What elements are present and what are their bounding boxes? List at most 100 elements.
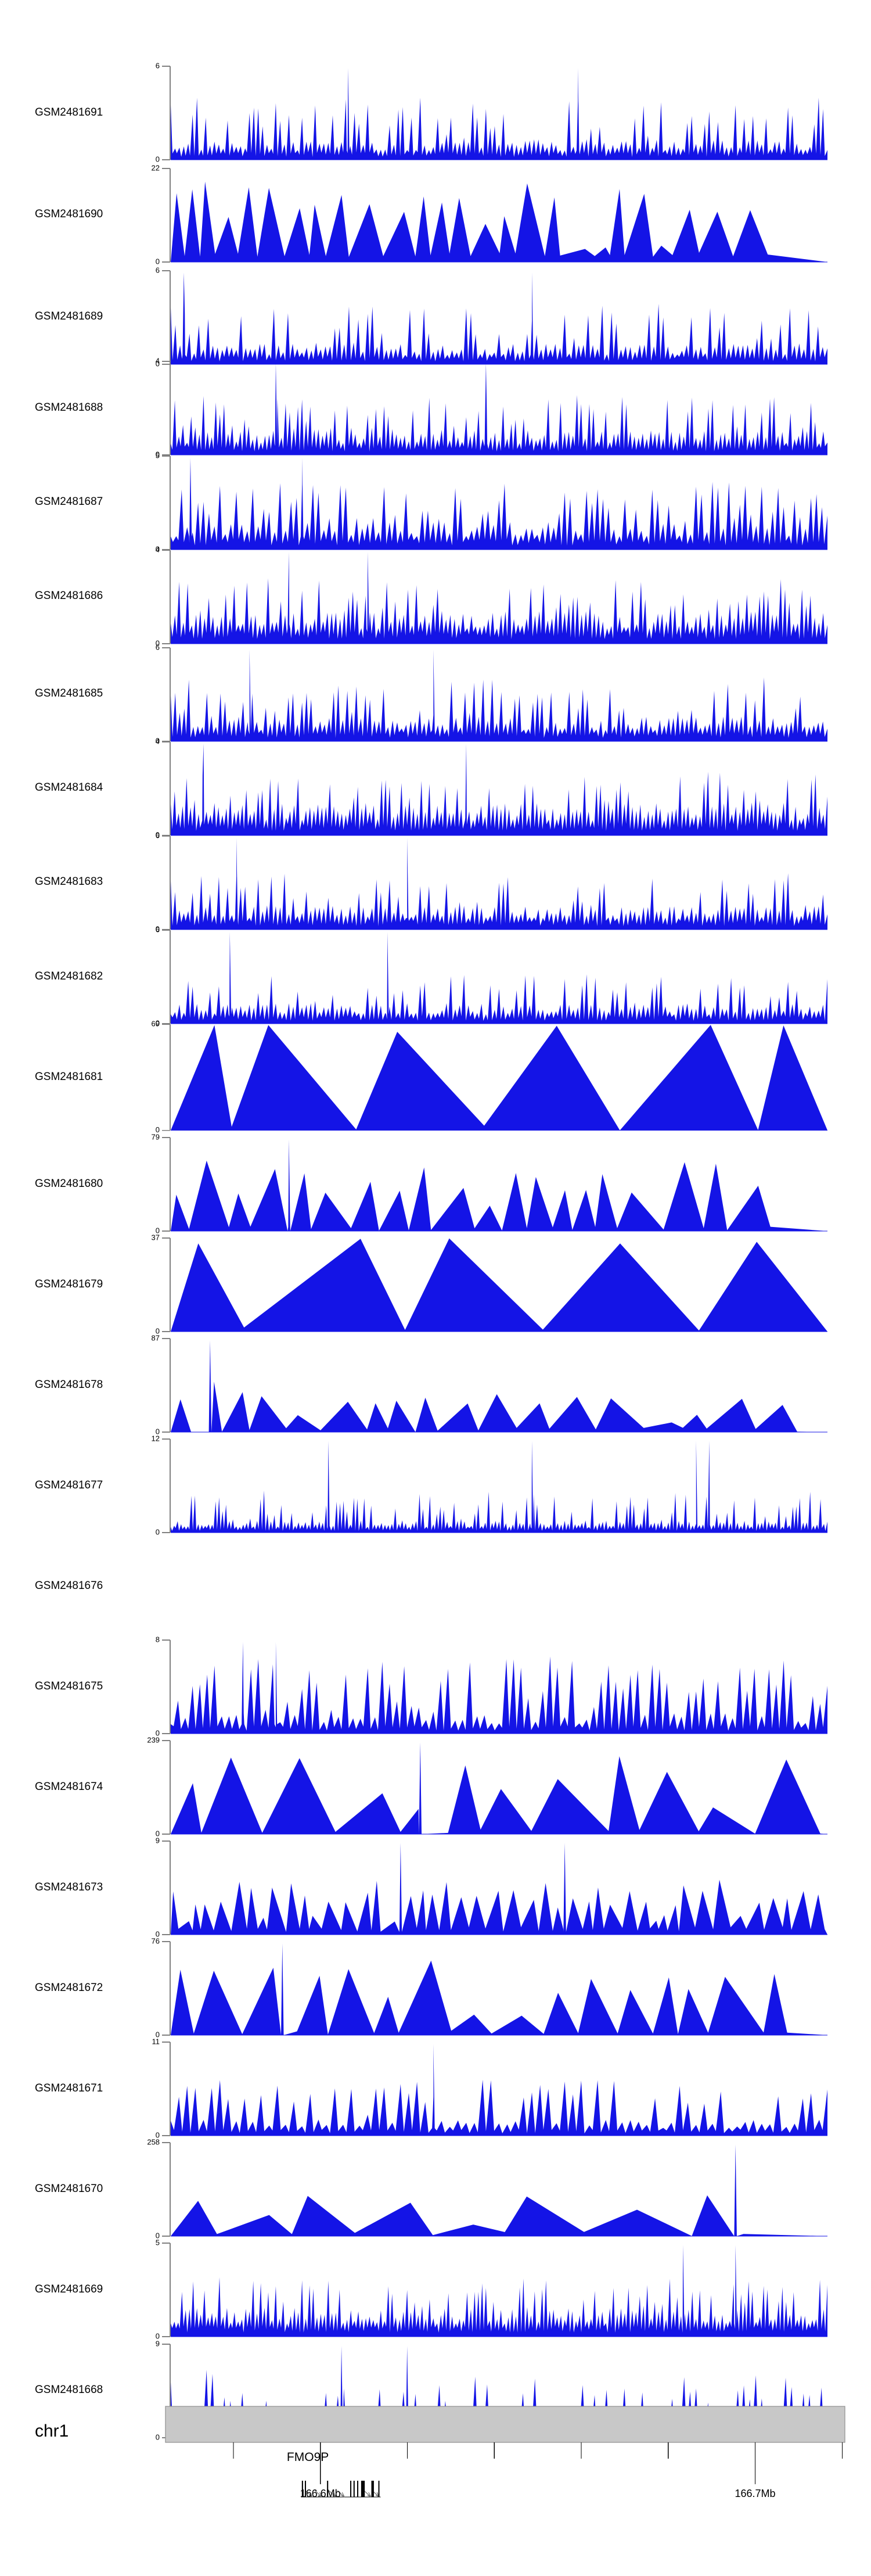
svg-text:239: 239	[147, 1736, 160, 1745]
svg-text:0: 0	[156, 638, 160, 647]
coverage-area	[171, 1238, 827, 1332]
svg-text:0: 0	[156, 924, 160, 933]
track-plot-area[interactable]: 22 0	[152, 163, 827, 266]
chromosome-label: chr1	[35, 2421, 69, 2441]
svg-text:0: 0	[156, 544, 160, 553]
coverage-area	[171, 1742, 827, 1835]
track-label: GSM2481676	[35, 1579, 103, 1592]
svg-text:0: 0	[156, 1327, 160, 1336]
coverage-track[interactable]: GSM2481681 69 0	[0, 1020, 871, 1135]
coverage-track[interactable]: GSM2481677 12 0	[0, 1434, 871, 1537]
track-label: GSM2481681	[35, 1070, 103, 1083]
coverage-track[interactable]: GSM2481682 6 0	[0, 925, 871, 1028]
coverage-svg: 79 0	[152, 1133, 827, 1235]
coverage-track[interactable]: GSM2481691 6 0	[0, 62, 871, 164]
svg-text:22: 22	[152, 163, 160, 172]
gene-exon	[378, 2480, 380, 2497]
track-plot-area[interactable]: 12 0	[152, 1434, 827, 1537]
track-label: GSM2481668	[35, 2384, 103, 2396]
coverage-track[interactable]: GSM2481674 239 0	[0, 1736, 871, 1838]
coverage-track[interactable]: GSM2481678 87 0	[0, 1334, 871, 1436]
coverage-track[interactable]: GSM2481672 76 0	[0, 1937, 871, 2039]
coverage-svg: 258 0	[147, 2138, 827, 2240]
gene-exon	[301, 2480, 303, 2497]
svg-text:258: 258	[147, 2138, 160, 2147]
gene-exon	[353, 2480, 355, 2497]
coverage-area	[171, 649, 827, 741]
coverage-track[interactable]: GSM2481673 9 0	[0, 1836, 871, 1939]
svg-text:0: 0	[156, 1019, 160, 1028]
track-plot-area[interactable]: 258 0	[147, 2138, 827, 2240]
track-label: GSM2481687	[35, 496, 103, 508]
track-plot-area[interactable]	[165, 1536, 827, 1637]
strand-arrow-icon	[305, 2490, 313, 2498]
coverage-track[interactable]: GSM2481680 79 0	[0, 1133, 871, 1235]
svg-text:6: 6	[156, 266, 160, 274]
track-plot-area[interactable]: 79 0	[152, 1133, 827, 1235]
svg-text:12: 12	[152, 1434, 160, 1443]
coverage-track[interactable]: GSM2481690 22 0	[0, 163, 871, 266]
coverage-svg: 87 0	[152, 1334, 827, 1436]
svg-text:8: 8	[156, 1635, 160, 1644]
coverage-track[interactable]: GSM2481684 4 0	[0, 737, 871, 839]
gene-model[interactable]	[165, 2477, 827, 2504]
track-label: GSM2481672	[35, 1981, 103, 1994]
gene-model-svg	[301, 2480, 381, 2498]
coverage-track[interactable]: GSM2481688 4 0	[0, 357, 871, 459]
svg-text:0: 0	[156, 736, 160, 745]
gene-exon	[357, 2480, 359, 2497]
gene-exon	[327, 2480, 329, 2497]
coverage-area	[171, 181, 827, 262]
coverage-track[interactable]: GSM2481676	[0, 1536, 871, 1637]
svg-text:6: 6	[156, 643, 160, 651]
svg-text:0: 0	[156, 1427, 160, 1436]
coverage-area	[171, 272, 827, 364]
gene-exon	[361, 2480, 365, 2497]
coverage-track[interactable]: GSM2481685 6 0	[0, 643, 871, 745]
track-plot-area[interactable]: 76 0	[152, 1937, 827, 2039]
track-plot-area[interactable]: 37 0	[152, 1233, 827, 1336]
coverage-track[interactable]: GSM2481669 5 0	[0, 2238, 871, 2341]
svg-text:5: 5	[156, 2238, 160, 2247]
track-plot-area[interactable]: 11 0	[152, 2037, 827, 2140]
ideogram-tick-label: 166.6Mb	[300, 2488, 341, 2499]
coverage-svg: 37 0	[152, 1233, 827, 1336]
coverage-area	[171, 2144, 827, 2237]
track-label: GSM2481689	[35, 310, 103, 323]
coverage-svg: 76 0	[152, 1937, 827, 2039]
svg-text:0: 0	[156, 1729, 160, 1738]
track-plot-area[interactable]: 239 0	[147, 1736, 827, 1838]
track-plot-area[interactable]: 87 0	[152, 1334, 827, 1436]
coverage-svg: 90	[156, 1836, 827, 1939]
coverage-track[interactable]: GSM2481679 37 0	[0, 1233, 871, 1336]
svg-text:0: 0	[156, 1930, 160, 1939]
coverage-track[interactable]: GSM2481675 8 0	[0, 1635, 871, 1738]
coverage-track[interactable]: GSM2481671 11 0	[0, 2037, 871, 2140]
coverage-area	[171, 1441, 827, 1533]
ideogram-axis[interactable]: 166.6Mb 166.7Mb	[139, 2394, 845, 2527]
track-plot-area[interactable]: 69 0	[152, 1020, 827, 1135]
coverage-track[interactable]: GSM2481683 6 0	[0, 831, 871, 933]
coverage-area	[171, 363, 827, 455]
coverage-track[interactable]: GSM2481687 5 0	[0, 451, 871, 553]
track-label: GSM2481682	[35, 970, 103, 982]
coverage-track[interactable]: GSM2481670 258 0	[0, 2138, 871, 2240]
ideogram-band	[165, 2406, 845, 2443]
svg-text:0: 0	[156, 257, 160, 266]
coverage-track[interactable]: GSM2481686 4 0	[0, 545, 871, 647]
coverage-track[interactable]: GSM2481689 6 0	[0, 266, 871, 368]
coverage-svg: 40	[156, 737, 827, 839]
